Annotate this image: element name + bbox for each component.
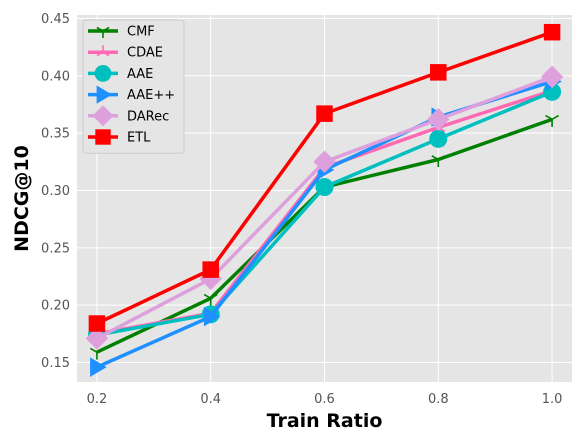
legend-marker: [94, 65, 112, 82]
data-point: [316, 105, 333, 122]
data-point: [543, 23, 561, 41]
legend-label: AAE++: [127, 88, 175, 103]
data-point: [90, 357, 107, 377]
y-tick-labels: 0.15 0.20 0.25 0.30 0.35 0.40 0.45: [41, 12, 70, 371]
legend-item: AAE++: [88, 85, 175, 104]
y-tick-label: 0.20: [41, 299, 70, 314]
data-point: [540, 65, 564, 89]
legend-marker: [95, 129, 111, 145]
data-point: [203, 306, 221, 327]
legend-item: CMF: [88, 25, 155, 40]
series-etl: [88, 23, 561, 332]
x-tick-label: 1.0: [542, 392, 563, 407]
data-point: [313, 150, 336, 174]
legend-item: CDAE: [88, 45, 163, 61]
legend-marker: [96, 85, 113, 104]
data-point: [203, 293, 218, 306]
legend-marker: [96, 45, 110, 57]
legend-label: CMF: [127, 25, 155, 40]
x-tick-label: 0.8: [428, 392, 449, 407]
series-layer: [85, 23, 564, 377]
y-tick-label: 0.25: [41, 241, 70, 256]
data-point: [315, 178, 334, 197]
legend-item: ETL: [88, 129, 151, 146]
data-point: [85, 327, 109, 350]
y-tick-label: 0.35: [41, 127, 70, 142]
x-tick-label: 0.6: [314, 392, 335, 407]
legend-label: AAE: [127, 67, 153, 82]
data-point: [431, 155, 446, 168]
x-tick-label: 0.2: [87, 392, 108, 407]
grid-lines: [77, 15, 572, 382]
legend-marker: [92, 105, 114, 127]
y-tick-label: 0.45: [41, 12, 70, 27]
x-tick-label: 0.4: [200, 392, 221, 407]
data-point: [202, 261, 219, 278]
legend-marker: [96, 26, 110, 38]
legend-item: DARec: [88, 105, 169, 127]
y-axis-label: NDCG@10: [11, 145, 33, 252]
y-tick-label: 0.40: [41, 69, 70, 84]
legend-label: ETL: [127, 131, 151, 146]
legend-label: DARec: [127, 109, 169, 124]
data-point: [429, 129, 448, 148]
x-axis-label: Train Ratio: [267, 410, 383, 432]
data-point: [545, 114, 560, 127]
x-tick-labels: 0.2 0.4 0.6 0.8 1.0: [87, 392, 563, 407]
y-tick-label: 0.30: [41, 184, 70, 199]
legend-item: AAE: [88, 65, 153, 82]
y-tick-label: 0.15: [41, 356, 70, 371]
data-point: [88, 315, 106, 332]
legend: CMF CDAE AAE AAE++ DARec ETL: [82, 19, 185, 154]
data-point: [427, 108, 450, 131]
legend-label: CDAE: [127, 46, 163, 61]
data-point: [89, 347, 104, 360]
data-point: [430, 64, 447, 81]
